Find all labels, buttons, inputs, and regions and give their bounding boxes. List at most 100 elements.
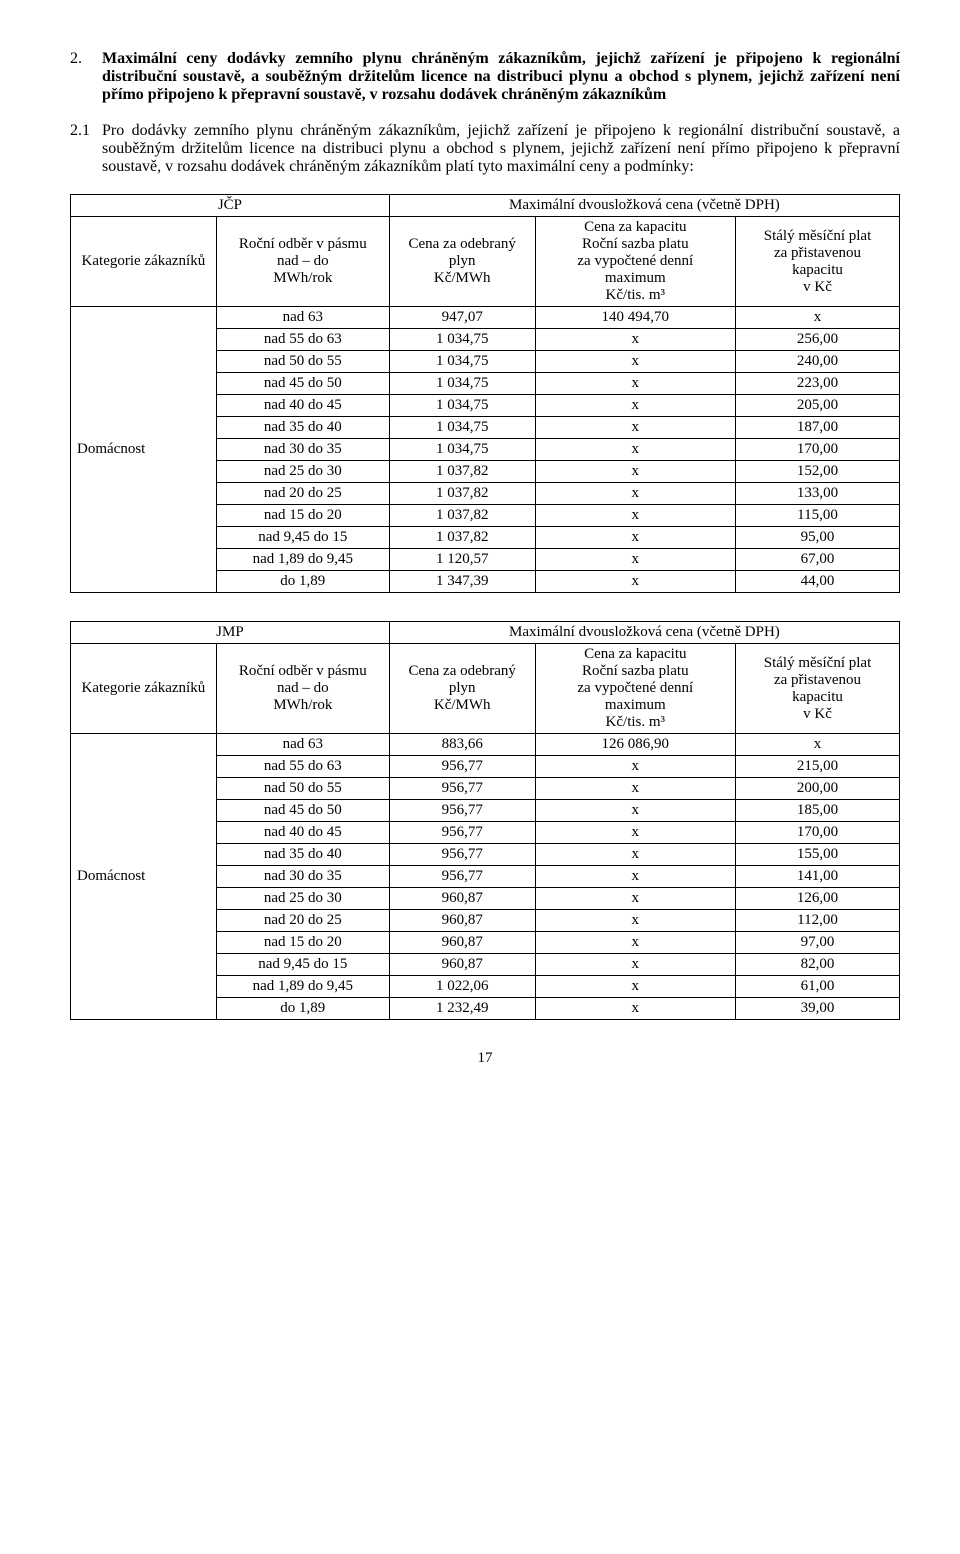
range-cell: nad 20 do 25	[216, 910, 389, 932]
price-cell: 1 347,39	[389, 571, 535, 593]
page-number: 17	[70, 1050, 900, 1067]
monthly-cell: 67,00	[736, 549, 900, 571]
range-cell: nad 63	[216, 734, 389, 756]
section-2: 2. Maximální ceny dodávky zemního plynu …	[70, 50, 900, 104]
capacity-cell: x	[535, 998, 735, 1020]
range-cell: nad 9,45 do 15	[216, 954, 389, 976]
subsection-body: Pro dodávky zemního plynu chráněným záka…	[102, 122, 900, 176]
range-cell: nad 20 do 25	[216, 483, 389, 505]
capacity-cell: 126 086,90	[535, 734, 735, 756]
merged-header: Maximální dvousložková cena (včetně DPH)	[389, 622, 899, 644]
table-row: Domácnostnad 63947,07140 494,70x	[71, 307, 900, 329]
price-cell: 1 037,82	[389, 483, 535, 505]
capacity-cell: x	[535, 910, 735, 932]
price-cell: 956,77	[389, 866, 535, 888]
monthly-cell: 155,00	[736, 844, 900, 866]
col-header-category: Kategorie zákazníků	[71, 644, 217, 734]
price-cell: 1 022,06	[389, 976, 535, 998]
monthly-cell: 170,00	[736, 822, 900, 844]
col-header-monthly: Stálý měsíční plat za přistavenou kapaci…	[736, 644, 900, 734]
range-cell: nad 55 do 63	[216, 329, 389, 351]
capacity-cell: x	[535, 932, 735, 954]
range-cell: do 1,89	[216, 571, 389, 593]
price-cell: 956,77	[389, 800, 535, 822]
price-cell: 1 034,75	[389, 417, 535, 439]
price-cell: 1 034,75	[389, 439, 535, 461]
monthly-cell: 141,00	[736, 866, 900, 888]
monthly-cell: 185,00	[736, 800, 900, 822]
capacity-cell: x	[535, 822, 735, 844]
capacity-cell: x	[535, 844, 735, 866]
col-header-monthly: Stálý měsíční plat za přistavenou kapaci…	[736, 217, 900, 307]
monthly-cell: 61,00	[736, 976, 900, 998]
range-cell: nad 30 do 35	[216, 439, 389, 461]
price-cell: 1 037,82	[389, 505, 535, 527]
table-row: Domácnostnad 63883,66126 086,90x	[71, 734, 900, 756]
capacity-cell: x	[535, 866, 735, 888]
provider-header: JMP	[71, 622, 390, 644]
price-cell: 960,87	[389, 954, 535, 976]
monthly-cell: 223,00	[736, 373, 900, 395]
category-cell: Domácnost	[71, 307, 217, 593]
col-header-price: Cena za odebraný plyn Kč/MWh	[389, 217, 535, 307]
capacity-cell: x	[535, 800, 735, 822]
capacity-cell: x	[535, 505, 735, 527]
range-cell: nad 15 do 20	[216, 505, 389, 527]
price-cell: 883,66	[389, 734, 535, 756]
col-header-capacity: Cena za kapacitu Roční sazba platu za vy…	[535, 644, 735, 734]
capacity-cell: x	[535, 954, 735, 976]
monthly-cell: 82,00	[736, 954, 900, 976]
capacity-cell: x	[535, 417, 735, 439]
capacity-cell: x	[535, 461, 735, 483]
monthly-cell: x	[736, 307, 900, 329]
range-cell: nad 35 do 40	[216, 417, 389, 439]
monthly-cell: 126,00	[736, 888, 900, 910]
col-header-capacity: Cena za kapacitu Roční sazba platu za vy…	[535, 217, 735, 307]
range-cell: nad 50 do 55	[216, 351, 389, 373]
capacity-cell: x	[535, 439, 735, 461]
range-cell: nad 25 do 30	[216, 888, 389, 910]
capacity-cell: x	[535, 527, 735, 549]
capacity-cell: x	[535, 351, 735, 373]
range-cell: nad 55 do 63	[216, 756, 389, 778]
price-cell: 1 037,82	[389, 461, 535, 483]
capacity-cell: x	[535, 756, 735, 778]
price-cell: 960,87	[389, 888, 535, 910]
monthly-cell: 170,00	[736, 439, 900, 461]
range-cell: nad 35 do 40	[216, 844, 389, 866]
price-table-jcp: JČP Maximální dvousložková cena (včetně …	[70, 194, 900, 593]
price-cell: 1 034,75	[389, 395, 535, 417]
range-cell: nad 9,45 do 15	[216, 527, 389, 549]
capacity-cell: x	[535, 373, 735, 395]
monthly-cell: 115,00	[736, 505, 900, 527]
monthly-cell: x	[736, 734, 900, 756]
monthly-cell: 187,00	[736, 417, 900, 439]
price-cell: 1 037,82	[389, 527, 535, 549]
range-cell: nad 1,89 do 9,45	[216, 549, 389, 571]
monthly-cell: 152,00	[736, 461, 900, 483]
range-cell: nad 30 do 35	[216, 866, 389, 888]
price-cell: 947,07	[389, 307, 535, 329]
price-cell: 1 034,75	[389, 351, 535, 373]
price-cell: 956,77	[389, 822, 535, 844]
monthly-cell: 200,00	[736, 778, 900, 800]
range-cell: nad 1,89 do 9,45	[216, 976, 389, 998]
monthly-cell: 256,00	[736, 329, 900, 351]
range-cell: nad 63	[216, 307, 389, 329]
range-cell: nad 40 do 45	[216, 822, 389, 844]
price-cell: 1 034,75	[389, 329, 535, 351]
capacity-cell: 140 494,70	[535, 307, 735, 329]
price-table-jmp: JMP Maximální dvousložková cena (včetně …	[70, 621, 900, 1020]
capacity-cell: x	[535, 888, 735, 910]
monthly-cell: 44,00	[736, 571, 900, 593]
range-cell: nad 25 do 30	[216, 461, 389, 483]
price-cell: 956,77	[389, 756, 535, 778]
price-cell: 1 232,49	[389, 998, 535, 1020]
monthly-cell: 112,00	[736, 910, 900, 932]
section-title: Maximální ceny dodávky zemního plynu chr…	[102, 50, 900, 104]
monthly-cell: 205,00	[736, 395, 900, 417]
col-header-range: Roční odběr v pásmu nad – do MWh/rok	[216, 644, 389, 734]
capacity-cell: x	[535, 549, 735, 571]
capacity-cell: x	[535, 483, 735, 505]
col-header-range: Roční odběr v pásmu nad – do MWh/rok	[216, 217, 389, 307]
